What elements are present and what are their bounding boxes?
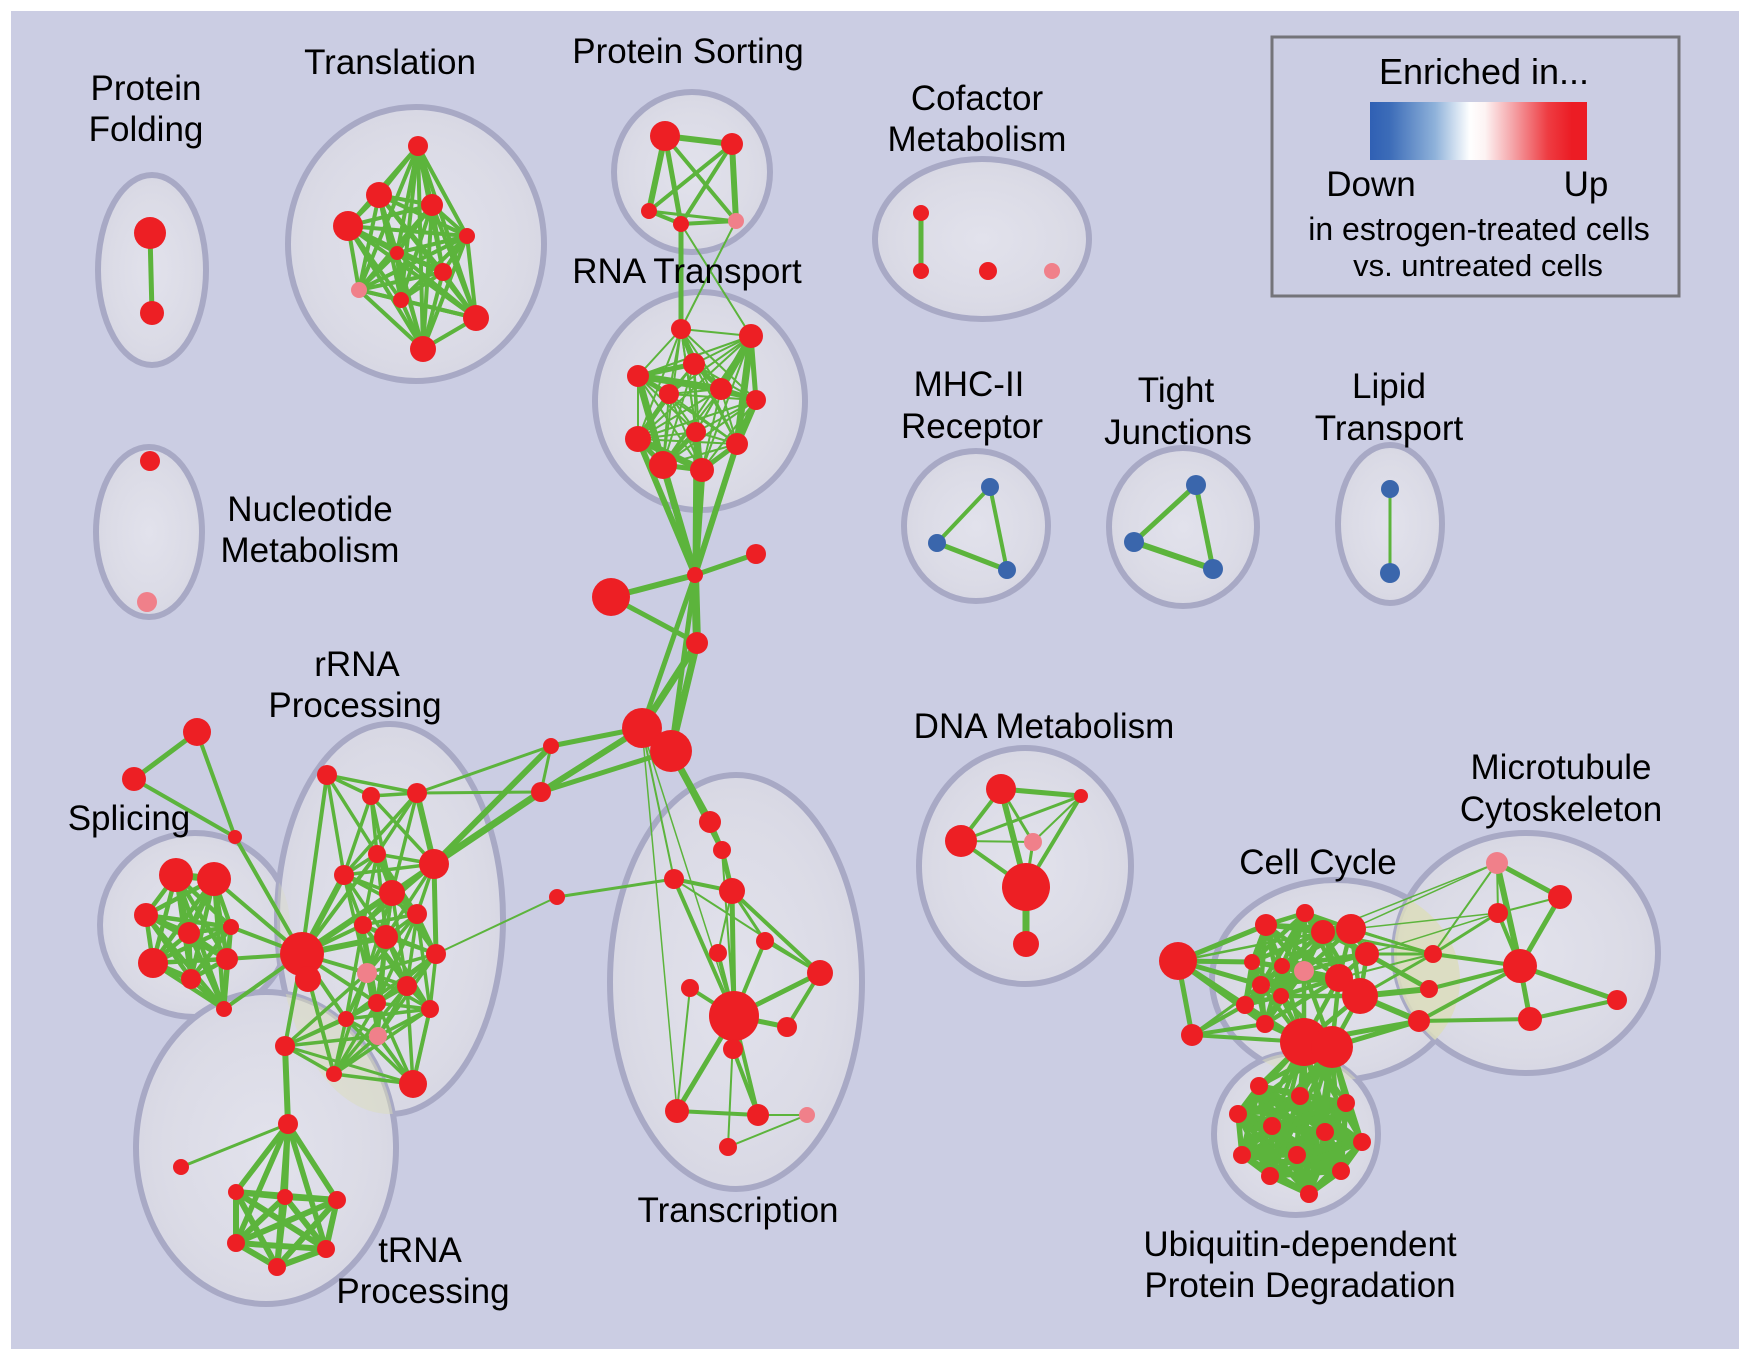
svg-text:Folding: Folding (89, 110, 204, 149)
svg-text:DNA Metabolism: DNA Metabolism (914, 707, 1175, 746)
svg-text:Ubiquitin-dependent: Ubiquitin-dependent (1143, 1225, 1457, 1264)
svg-text:Receptor: Receptor (901, 407, 1043, 446)
svg-text:Metabolism: Metabolism (888, 120, 1067, 159)
svg-text:RNA Transport: RNA Transport (572, 252, 802, 291)
svg-text:Transport: Transport (1315, 409, 1464, 448)
svg-text:Translation: Translation (304, 43, 476, 82)
svg-text:Cytoskeleton: Cytoskeleton (1460, 790, 1662, 829)
svg-text:Protein: Protein (91, 69, 202, 108)
svg-text:Tight: Tight (1138, 371, 1215, 410)
svg-text:Enriched in...: Enriched in... (1379, 51, 1589, 92)
svg-text:rRNA: rRNA (314, 645, 400, 684)
svg-text:Up: Up (1564, 165, 1609, 204)
svg-text:MHC-II: MHC-II (914, 365, 1025, 404)
svg-text:Microtubule: Microtubule (1471, 748, 1652, 787)
svg-text:Lipid: Lipid (1352, 367, 1426, 406)
svg-text:Nucleotide: Nucleotide (227, 490, 392, 529)
svg-text:Transcription: Transcription (638, 1191, 839, 1230)
svg-text:Junctions: Junctions (1104, 413, 1252, 452)
svg-text:in estrogen-treated cells: in estrogen-treated cells (1308, 211, 1650, 247)
svg-text:Cell Cycle: Cell Cycle (1239, 843, 1397, 882)
svg-text:Down: Down (1326, 165, 1415, 204)
svg-text:Protein Sorting: Protein Sorting (572, 32, 804, 71)
svg-text:Splicing: Splicing (68, 799, 191, 838)
svg-text:vs. untreated cells: vs. untreated cells (1353, 248, 1603, 283)
svg-text:Processing: Processing (336, 1272, 509, 1311)
svg-text:tRNA: tRNA (378, 1231, 462, 1270)
svg-text:Cofactor: Cofactor (911, 79, 1044, 118)
svg-text:Metabolism: Metabolism (221, 531, 400, 570)
svg-text:Processing: Processing (268, 686, 441, 725)
svg-text:Protein Degradation: Protein Degradation (1144, 1266, 1455, 1305)
